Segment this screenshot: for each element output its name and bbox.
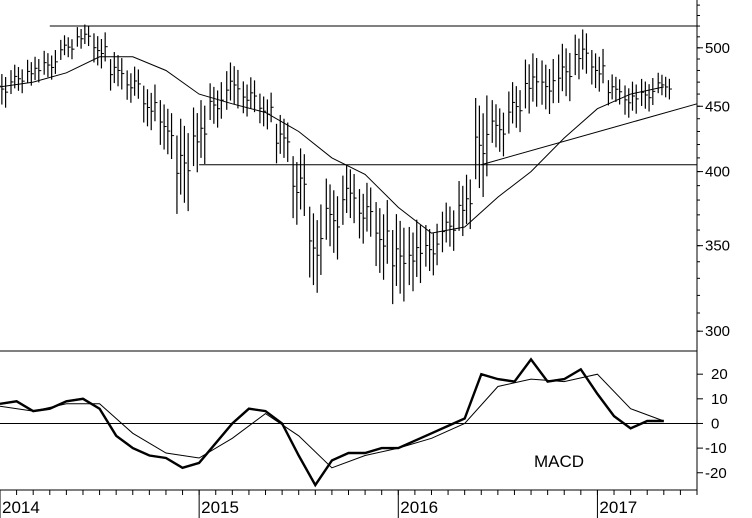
x-tick-label: 2017 bbox=[599, 498, 637, 517]
x-tick-label: 2014 bbox=[2, 498, 40, 517]
price-y-tick-label: 300 bbox=[705, 323, 730, 340]
price-y-tick-label: 450 bbox=[705, 98, 730, 115]
chart-frame: 300 350 400 450 500 20 10 0 -10 -20 2014 2015 2016 20… bbox=[0, 0, 730, 518]
price-y-tick-label: 400 bbox=[705, 164, 730, 181]
price-panel bbox=[0, 24, 698, 305]
macd-y-tick-label: 0 bbox=[711, 415, 719, 432]
x-tick-label: 2016 bbox=[400, 498, 438, 517]
macd-label: MACD bbox=[534, 452, 584, 471]
price-y-tick-label: 350 bbox=[705, 238, 730, 255]
macd-y-tick-label: 20 bbox=[711, 366, 728, 383]
macd-signal-line bbox=[0, 373, 664, 469]
x-tick-label: 2015 bbox=[201, 498, 239, 517]
macd-y-tick-label: -20 bbox=[705, 465, 727, 482]
macd-y-tick-label: 10 bbox=[711, 391, 728, 408]
trendline-uptrend bbox=[481, 103, 698, 166]
macd-y-tick-label: -10 bbox=[705, 440, 727, 457]
price-y-tick-label: 500 bbox=[705, 40, 730, 57]
macd-panel bbox=[0, 357, 697, 488]
moving-average-line bbox=[0, 56, 664, 234]
